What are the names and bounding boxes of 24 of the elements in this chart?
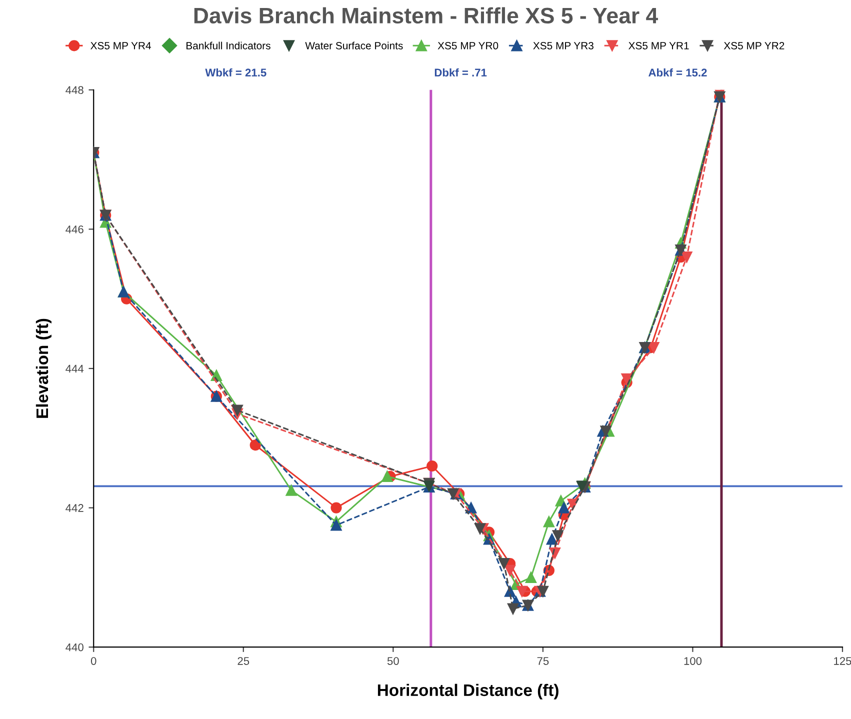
- x-tick-label: 25: [238, 657, 250, 665]
- x-tick-label: 50: [387, 657, 399, 665]
- legend-label: XS5 MP YR2: [724, 42, 784, 50]
- legend-label: XS5 MP YR3: [533, 42, 594, 50]
- x-axis-title: Horizontal Distance (ft): [378, 684, 558, 700]
- legend-label: XS5 MP YR0: [438, 42, 498, 50]
- x-tick-label: 75: [537, 657, 549, 665]
- legend-label: Bankfull Indicators: [186, 42, 270, 50]
- x-tick-label: 0: [90, 657, 96, 665]
- legend-label: Water Surface Points: [305, 42, 403, 50]
- y-tick-label: 442: [66, 504, 84, 512]
- legend-label: XS5 MP YR4: [90, 42, 151, 50]
- chart-title: Davis Branch Mainstem - Riffle XS 5 - Year 4: [194, 7, 658, 24]
- text: Wbkf = 21.5: [205, 68, 266, 77]
- y-axis-title: Elevation (ft): [36, 318, 52, 418]
- legend-label: XS5 MP YR1: [628, 42, 689, 50]
- text: Dbkf = .71: [434, 68, 487, 77]
- y-tick-label: 446: [66, 225, 84, 234]
- text: Abkf = 15.2: [648, 68, 707, 77]
- x-tick-label: 125: [834, 657, 851, 665]
- y-tick-label: 440: [66, 643, 84, 652]
- x-tick-label: 100: [684, 657, 702, 665]
- y-tick-label: 444: [66, 364, 84, 373]
- y-tick-label: 448: [66, 86, 84, 94]
